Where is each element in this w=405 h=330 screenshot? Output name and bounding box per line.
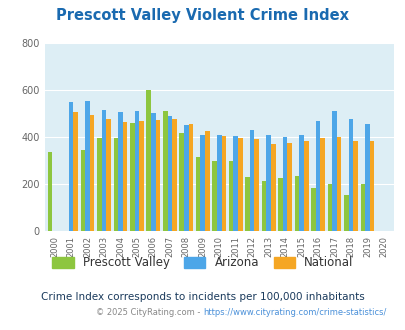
Bar [118, 112, 122, 231]
Bar [233, 136, 237, 231]
Bar [315, 121, 320, 231]
Text: Crime Index corresponds to incidents per 100,000 inhabitants: Crime Index corresponds to incidents per… [41, 292, 364, 302]
Bar [237, 138, 242, 231]
Bar [254, 139, 258, 231]
Bar [327, 184, 331, 231]
Bar [73, 112, 78, 231]
Bar [167, 116, 172, 231]
Bar [162, 111, 167, 231]
Bar [310, 188, 315, 231]
Bar [47, 152, 52, 231]
Bar [364, 124, 369, 231]
Bar [205, 131, 209, 231]
Bar [320, 138, 324, 231]
Bar [151, 114, 155, 231]
Bar [303, 141, 308, 231]
Bar [172, 118, 176, 231]
Bar [282, 137, 287, 231]
Bar [216, 135, 221, 231]
Bar [106, 119, 111, 231]
Bar [155, 120, 160, 231]
Bar [80, 150, 85, 231]
Bar [183, 125, 188, 231]
Bar [343, 195, 348, 231]
Bar [221, 136, 226, 231]
Bar [277, 178, 282, 231]
Bar [200, 135, 205, 231]
Bar [139, 121, 143, 231]
Bar [101, 110, 106, 231]
Bar [360, 183, 364, 231]
Bar [212, 161, 216, 231]
Bar [261, 181, 266, 231]
Text: © 2025 CityRating.com - https://www.cityrating.com/crime-statistics/: © 2025 CityRating.com - https://www.city… [0, 329, 1, 330]
Bar [122, 122, 127, 231]
Bar [287, 143, 291, 231]
Bar [90, 115, 94, 231]
Bar [331, 111, 336, 231]
Bar [352, 141, 357, 231]
Bar [195, 157, 200, 231]
Bar [179, 133, 183, 231]
Legend: Prescott Valley, Arizona, National: Prescott Valley, Arizona, National [47, 252, 358, 274]
Bar [270, 145, 275, 231]
Text: © 2025 CityRating.com -: © 2025 CityRating.com - [96, 309, 202, 317]
Bar [245, 178, 249, 231]
Bar [113, 138, 118, 231]
Bar [134, 111, 139, 231]
Bar [266, 135, 270, 231]
Bar [369, 141, 373, 231]
Bar [188, 124, 193, 231]
Bar [228, 161, 233, 231]
Bar [146, 90, 151, 231]
Bar [348, 119, 352, 231]
Bar [85, 101, 90, 231]
Bar [298, 135, 303, 231]
Bar [97, 138, 101, 231]
Text: https://www.cityrating.com/crime-statistics/: https://www.cityrating.com/crime-statist… [202, 309, 386, 317]
Bar [130, 123, 134, 231]
Bar [336, 137, 341, 231]
Bar [294, 177, 298, 231]
Bar [249, 130, 254, 231]
Bar [68, 102, 73, 231]
Text: Prescott Valley Violent Crime Index: Prescott Valley Violent Crime Index [56, 8, 349, 23]
